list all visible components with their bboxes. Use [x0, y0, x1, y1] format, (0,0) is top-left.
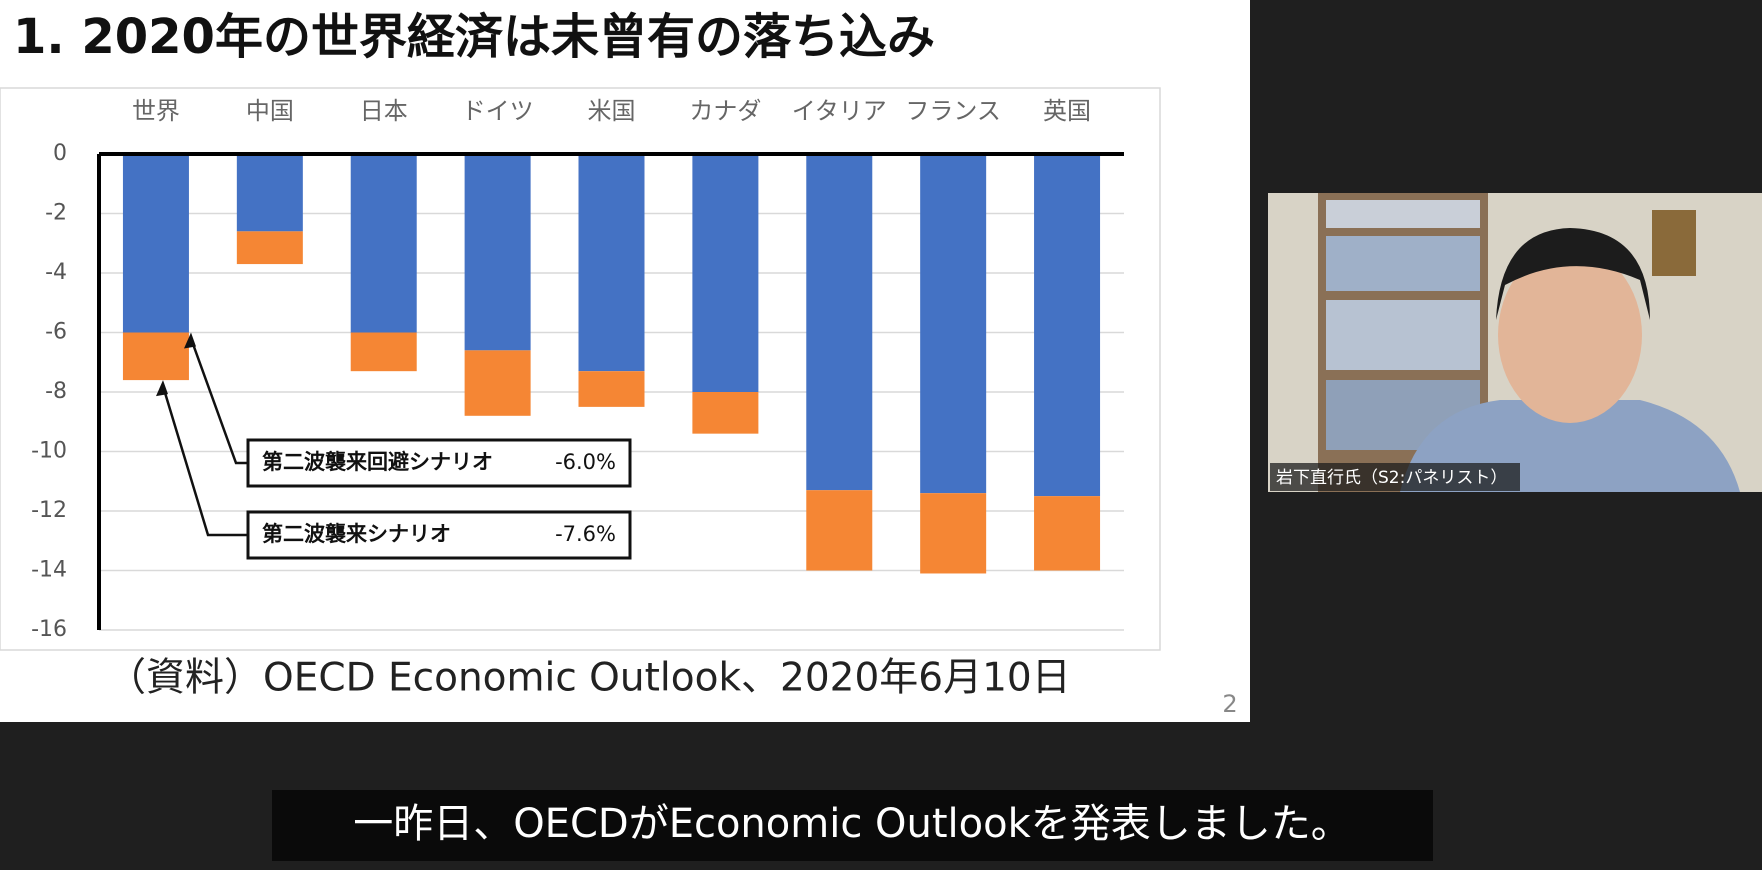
bar-segment [806, 490, 873, 571]
x-tick-label: 世界 [132, 97, 180, 125]
speaker-label-bg [1270, 463, 1520, 491]
y-tick-label: -4 [45, 260, 67, 285]
bar-segment [1034, 154, 1101, 497]
y-tick-label: -16 [31, 617, 67, 642]
bar-segment [236, 231, 303, 265]
source-note: （資料）OECD Economic Outlook、2020年6月10日 [107, 656, 1071, 701]
y-tick-label: -14 [31, 558, 67, 583]
x-tick-label: カナダ [689, 97, 761, 125]
x-tick-label: フランス [905, 97, 1001, 125]
y-tick-label: -12 [31, 498, 67, 523]
bar-segment [350, 332, 417, 372]
books [1326, 236, 1480, 291]
callout-value: -7.6% [555, 522, 616, 546]
x-tick-label: 日本 [360, 97, 408, 125]
arrow-head [184, 332, 196, 349]
books [1326, 300, 1480, 370]
y-tick-label: -6 [45, 320, 67, 345]
bar-segment [464, 154, 531, 351]
callout-value: -6.0% [555, 450, 616, 474]
caption: 一昨日、OECDがEconomic Outlookを発表しました。 [353, 801, 1351, 847]
x-tick-label: 中国 [246, 97, 294, 125]
x-tick-label: ドイツ [462, 97, 534, 125]
callout-box [246, 438, 632, 488]
x-tick-label: 英国 [1043, 97, 1091, 125]
bar-segment [122, 154, 189, 333]
callout-arrow [161, 385, 248, 537]
bar-segment [692, 392, 759, 434]
bar-segment [578, 154, 645, 372]
video-panel: 岩下直行氏（S2:パネリスト） [1268, 193, 1762, 492]
y-tick-label: -8 [45, 379, 67, 404]
speaker-label: 岩下直行氏（S2:パネリスト） [1276, 468, 1507, 488]
bar-segment [236, 154, 303, 232]
picture-frame [1652, 210, 1696, 276]
y-tick-label: -2 [45, 201, 67, 226]
chart-frame [0, 87, 1161, 651]
slide-number: 2 [1222, 690, 1237, 718]
caption-bg [272, 790, 1433, 861]
x-tick-label: イタリア [792, 97, 887, 125]
plot: 0 -2 -4 -6 -8 -10 -12 -14 -16 世界 中国 日本 ドイツ 米国 カナダ イタリアフ… [31, 97, 1124, 642]
callout-name: 第二波襲来回避シナリオ [262, 450, 493, 474]
callout-name: 第二波襲来シナリオ [262, 522, 451, 546]
arrow-head [156, 380, 168, 397]
speaker-hair [1496, 228, 1650, 320]
callout-box [246, 510, 632, 560]
bar-segment [920, 154, 987, 494]
bar-segment [578, 371, 645, 407]
callout-arrow [189, 338, 248, 465]
y-tick-label: -10 [31, 439, 67, 464]
books [1326, 200, 1480, 228]
bar-segment [1034, 496, 1101, 571]
bar-segment [692, 154, 759, 392]
bar-segment [806, 154, 873, 491]
speaker-face [1498, 247, 1642, 423]
bar-segment [350, 154, 417, 333]
bar-segment [122, 332, 189, 381]
bar-segment [920, 493, 987, 574]
bar-segment [464, 350, 531, 416]
x-tick-label: 米国 [588, 97, 636, 125]
slide-title: 1. 2020年の世界経済は未曾有の落ち込み [13, 9, 935, 65]
y-tick-label: 0 [53, 141, 67, 166]
